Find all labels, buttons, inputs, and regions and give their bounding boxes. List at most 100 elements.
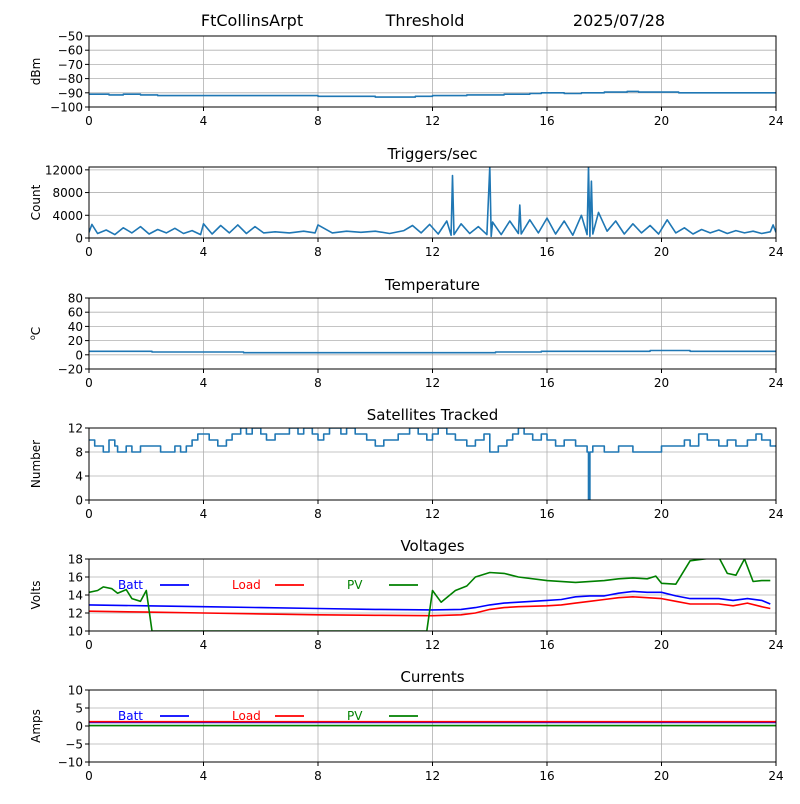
x-tick-label: 16 (539, 114, 554, 128)
y-tick-label: 4 (75, 470, 83, 484)
y-axis-label: Volts (29, 581, 43, 610)
x-tick-label: 24 (768, 245, 783, 259)
y-tick-label: 14 (68, 589, 83, 603)
x-tick-label: 0 (85, 638, 93, 652)
y-tick-label: −60 (58, 44, 83, 58)
y-tick-label: 8 (75, 446, 83, 460)
x-tick-label: 8 (314, 114, 322, 128)
y-axis-label: oC (28, 327, 43, 340)
y-tick-label: 16 (68, 571, 83, 585)
y-tick-label: 12 (68, 607, 83, 621)
x-tick-label: 20 (654, 638, 669, 652)
y-tick-label: 0 (75, 720, 83, 734)
x-tick-label: 16 (539, 507, 554, 521)
x-tick-label: 24 (768, 376, 783, 390)
x-tick-label: 0 (85, 769, 93, 783)
y-axis-label: Count (29, 184, 43, 220)
panel-title: Currents (400, 668, 464, 686)
y-tick-label: 10 (68, 625, 83, 639)
x-tick-label: 4 (200, 638, 208, 652)
y-tick-label: −5 (65, 738, 83, 752)
series-line-main (89, 428, 776, 500)
x-tick-label: 12 (425, 638, 440, 652)
y-tick-label: 18 (68, 553, 83, 567)
legend-label-pv: PV (347, 578, 363, 592)
y-tick-label: 8000 (52, 186, 83, 200)
x-tick-label: 12 (425, 769, 440, 783)
y-tick-label: 20 (68, 334, 83, 348)
x-tick-label: 20 (654, 507, 669, 521)
x-tick-label: 16 (539, 769, 554, 783)
panel-voltages: 0 4 8 12 16 20 24 10 12 14 16 18 Voltages Volts Batt Lo… (29, 537, 784, 652)
x-tick-label: 24 (768, 507, 783, 521)
y-axis-label: Number (29, 440, 43, 488)
y-tick-label: 40 (68, 320, 83, 334)
x-tick-label: 16 (539, 376, 554, 390)
legend-label-load: Load (232, 578, 261, 592)
x-tick-label: 0 (85, 114, 93, 128)
x-tick-label: 12 (425, 114, 440, 128)
y-tick-label: 12 (68, 422, 83, 436)
y-tick-label: 4000 (52, 209, 83, 223)
series-line-main (89, 349, 776, 354)
legend-label-batt: Batt (118, 578, 143, 592)
y-tick-label: 12000 (45, 163, 83, 177)
y-axis-label-degree: o (28, 335, 37, 340)
x-tick-label: 20 (654, 114, 669, 128)
legend-label-pv: PV (347, 709, 363, 723)
x-tick-label: 12 (425, 507, 440, 521)
y-tick-label: 80 (68, 292, 83, 306)
header-date: 2025/07/28 (573, 11, 665, 30)
x-tick-label: 12 (425, 245, 440, 259)
x-tick-label: 20 (654, 376, 669, 390)
x-tick-label: 24 (768, 769, 783, 783)
x-tick-label: 4 (200, 376, 208, 390)
x-tick-label: 8 (314, 376, 322, 390)
legend-label-load: Load (232, 709, 261, 723)
y-tick-label: −90 (58, 86, 83, 100)
panel-title: Satellites Tracked (367, 406, 498, 424)
series-line-load (89, 596, 771, 617)
y-axis-label-unit: C (29, 327, 43, 335)
x-tick-label: 4 (200, 245, 208, 259)
y-tick-label: −100 (50, 101, 83, 115)
x-tick-label: 0 (85, 245, 93, 259)
panel-currents: 0 4 8 12 16 20 24 −10 −5 0 5 10 Currents Amps Batt Load… (29, 668, 784, 783)
x-tick-label: 20 (654, 769, 669, 783)
series-line-batt (89, 590, 771, 611)
y-tick-label: 5 (75, 702, 83, 716)
legend-label-batt: Batt (118, 709, 143, 723)
y-tick-label: 0 (75, 348, 83, 362)
panel-triggers: 0 4 8 12 16 20 24 0 4000 8000 12000 Triggers/sec Cou… (29, 145, 784, 259)
y-tick-label: 10 (68, 684, 83, 698)
y-tick-label: −70 (58, 58, 83, 72)
y-tick-label: 0 (75, 232, 83, 246)
x-tick-label: 16 (539, 245, 554, 259)
x-tick-label: 8 (314, 769, 322, 783)
panel-satellites: 0 4 8 12 16 20 24 0 4 8 12 Satellites Tracked Number (29, 406, 784, 521)
y-axis-label: dBm (29, 58, 43, 86)
series-line-pv (89, 559, 771, 631)
y-axis-label: Amps (29, 709, 43, 743)
x-tick-label: 4 (200, 769, 208, 783)
x-tick-label: 24 (768, 114, 783, 128)
x-tick-label: 0 (85, 376, 93, 390)
x-tick-label: 12 (425, 376, 440, 390)
panel-title: Voltages (400, 537, 464, 555)
x-tick-label: 8 (314, 638, 322, 652)
y-tick-label: 0 (75, 494, 83, 508)
y-tick-label: −50 (58, 30, 83, 44)
y-tick-label: −80 (58, 72, 83, 86)
x-tick-label: 20 (654, 245, 669, 259)
y-tick-label: −20 (58, 363, 83, 377)
panel-title: Triggers/sec (387, 145, 478, 163)
x-tick-label: 0 (85, 507, 93, 521)
header-threshold: Threshold (385, 11, 465, 30)
series-line-main (89, 167, 776, 238)
y-tick-label: 60 (68, 306, 83, 320)
x-tick-label: 4 (200, 114, 208, 128)
series-line-main (89, 90, 776, 98)
y-tick-label: −10 (58, 756, 83, 770)
